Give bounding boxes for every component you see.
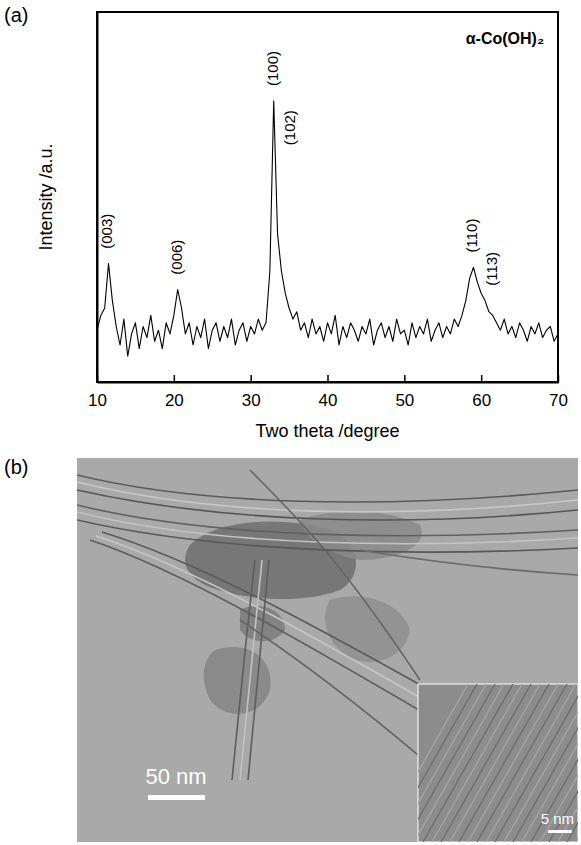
x-axis: 10 20 30 40 50 60 70 (88, 375, 568, 410)
nanotube (77, 512, 578, 544)
x-tick-label: 30 (242, 391, 261, 410)
nanotube (77, 482, 578, 512)
nanotube (77, 475, 578, 502)
xrd-pattern (97, 101, 558, 356)
x-tick-label: 10 (88, 391, 107, 410)
lattice-fringe (531, 684, 578, 842)
x-tick: 20 (165, 375, 184, 410)
nanotube (77, 490, 578, 520)
inset-background (418, 684, 578, 842)
inset-scale-bar-label: 5 nm (541, 810, 574, 827)
peak-label: (100) (264, 51, 281, 86)
x-tick-mark (558, 375, 560, 382)
x-tick-mark (174, 375, 176, 382)
x-tick-label: 60 (472, 391, 491, 410)
lattice-fringe (540, 684, 578, 842)
nanotube (77, 520, 578, 552)
nanotube (248, 560, 269, 780)
y-axis (97, 13, 98, 383)
figure-svg: (a) 10 20 30 40 50 60 70 Two theta /degree Intens… (0, 0, 581, 845)
nanotube (360, 550, 578, 575)
nanotube (250, 470, 420, 680)
tem-image (77, 458, 578, 842)
lattice-fringe (418, 684, 495, 842)
chart-title: α-Co(OH)₂ (466, 30, 544, 47)
peak-label: (003) (98, 214, 115, 249)
nanotube (77, 505, 578, 536)
x-tick: 30 (242, 375, 261, 410)
scale-bar-label: 50 nm (145, 764, 206, 789)
x-tick: 70 (549, 375, 568, 410)
plot-area (97, 101, 558, 356)
nanosheet (325, 596, 410, 662)
lattice-fringe (486, 684, 576, 842)
panel-label: (b) (4, 456, 28, 478)
x-tick-mark (327, 375, 329, 382)
lattice-fringe (495, 684, 578, 842)
tem-background (77, 458, 578, 842)
x-tick-mark (250, 375, 252, 382)
nanotube (90, 540, 470, 740)
tem-inset (378, 684, 578, 842)
figure: (a) 10 20 30 40 50 60 70 Two theta /degree Intens… (0, 0, 581, 845)
scale-bar (148, 795, 205, 800)
x-tick-mark (404, 375, 406, 382)
x-tick: 50 (395, 375, 414, 410)
peak-label: (006) (168, 240, 185, 275)
y-axis-title: Intensity /a.u. (36, 143, 56, 250)
x-tick-label: 70 (549, 391, 568, 410)
inset-scale-bar (548, 830, 572, 833)
x-tick-label: 50 (395, 391, 414, 410)
y-axis-line (97, 13, 99, 383)
lattice-fringe (513, 684, 578, 842)
peak-label: (110) (463, 219, 480, 253)
lattice-fringe (522, 684, 578, 842)
x-tick-label: 40 (319, 391, 338, 410)
x-tick: 40 (319, 375, 338, 410)
peak-label: (113) (483, 252, 500, 286)
peak-label: (102) (281, 110, 298, 145)
x-tick: 60 (472, 375, 491, 410)
x-axis-title: Two theta /degree (255, 421, 399, 441)
panel-label: (a) (4, 4, 28, 26)
lattice-fringe (418, 684, 468, 842)
x-tick-mark (481, 375, 483, 382)
plot-frame (97, 12, 558, 382)
x-tick-label: 20 (165, 391, 184, 410)
lattice-fringe (576, 684, 578, 842)
